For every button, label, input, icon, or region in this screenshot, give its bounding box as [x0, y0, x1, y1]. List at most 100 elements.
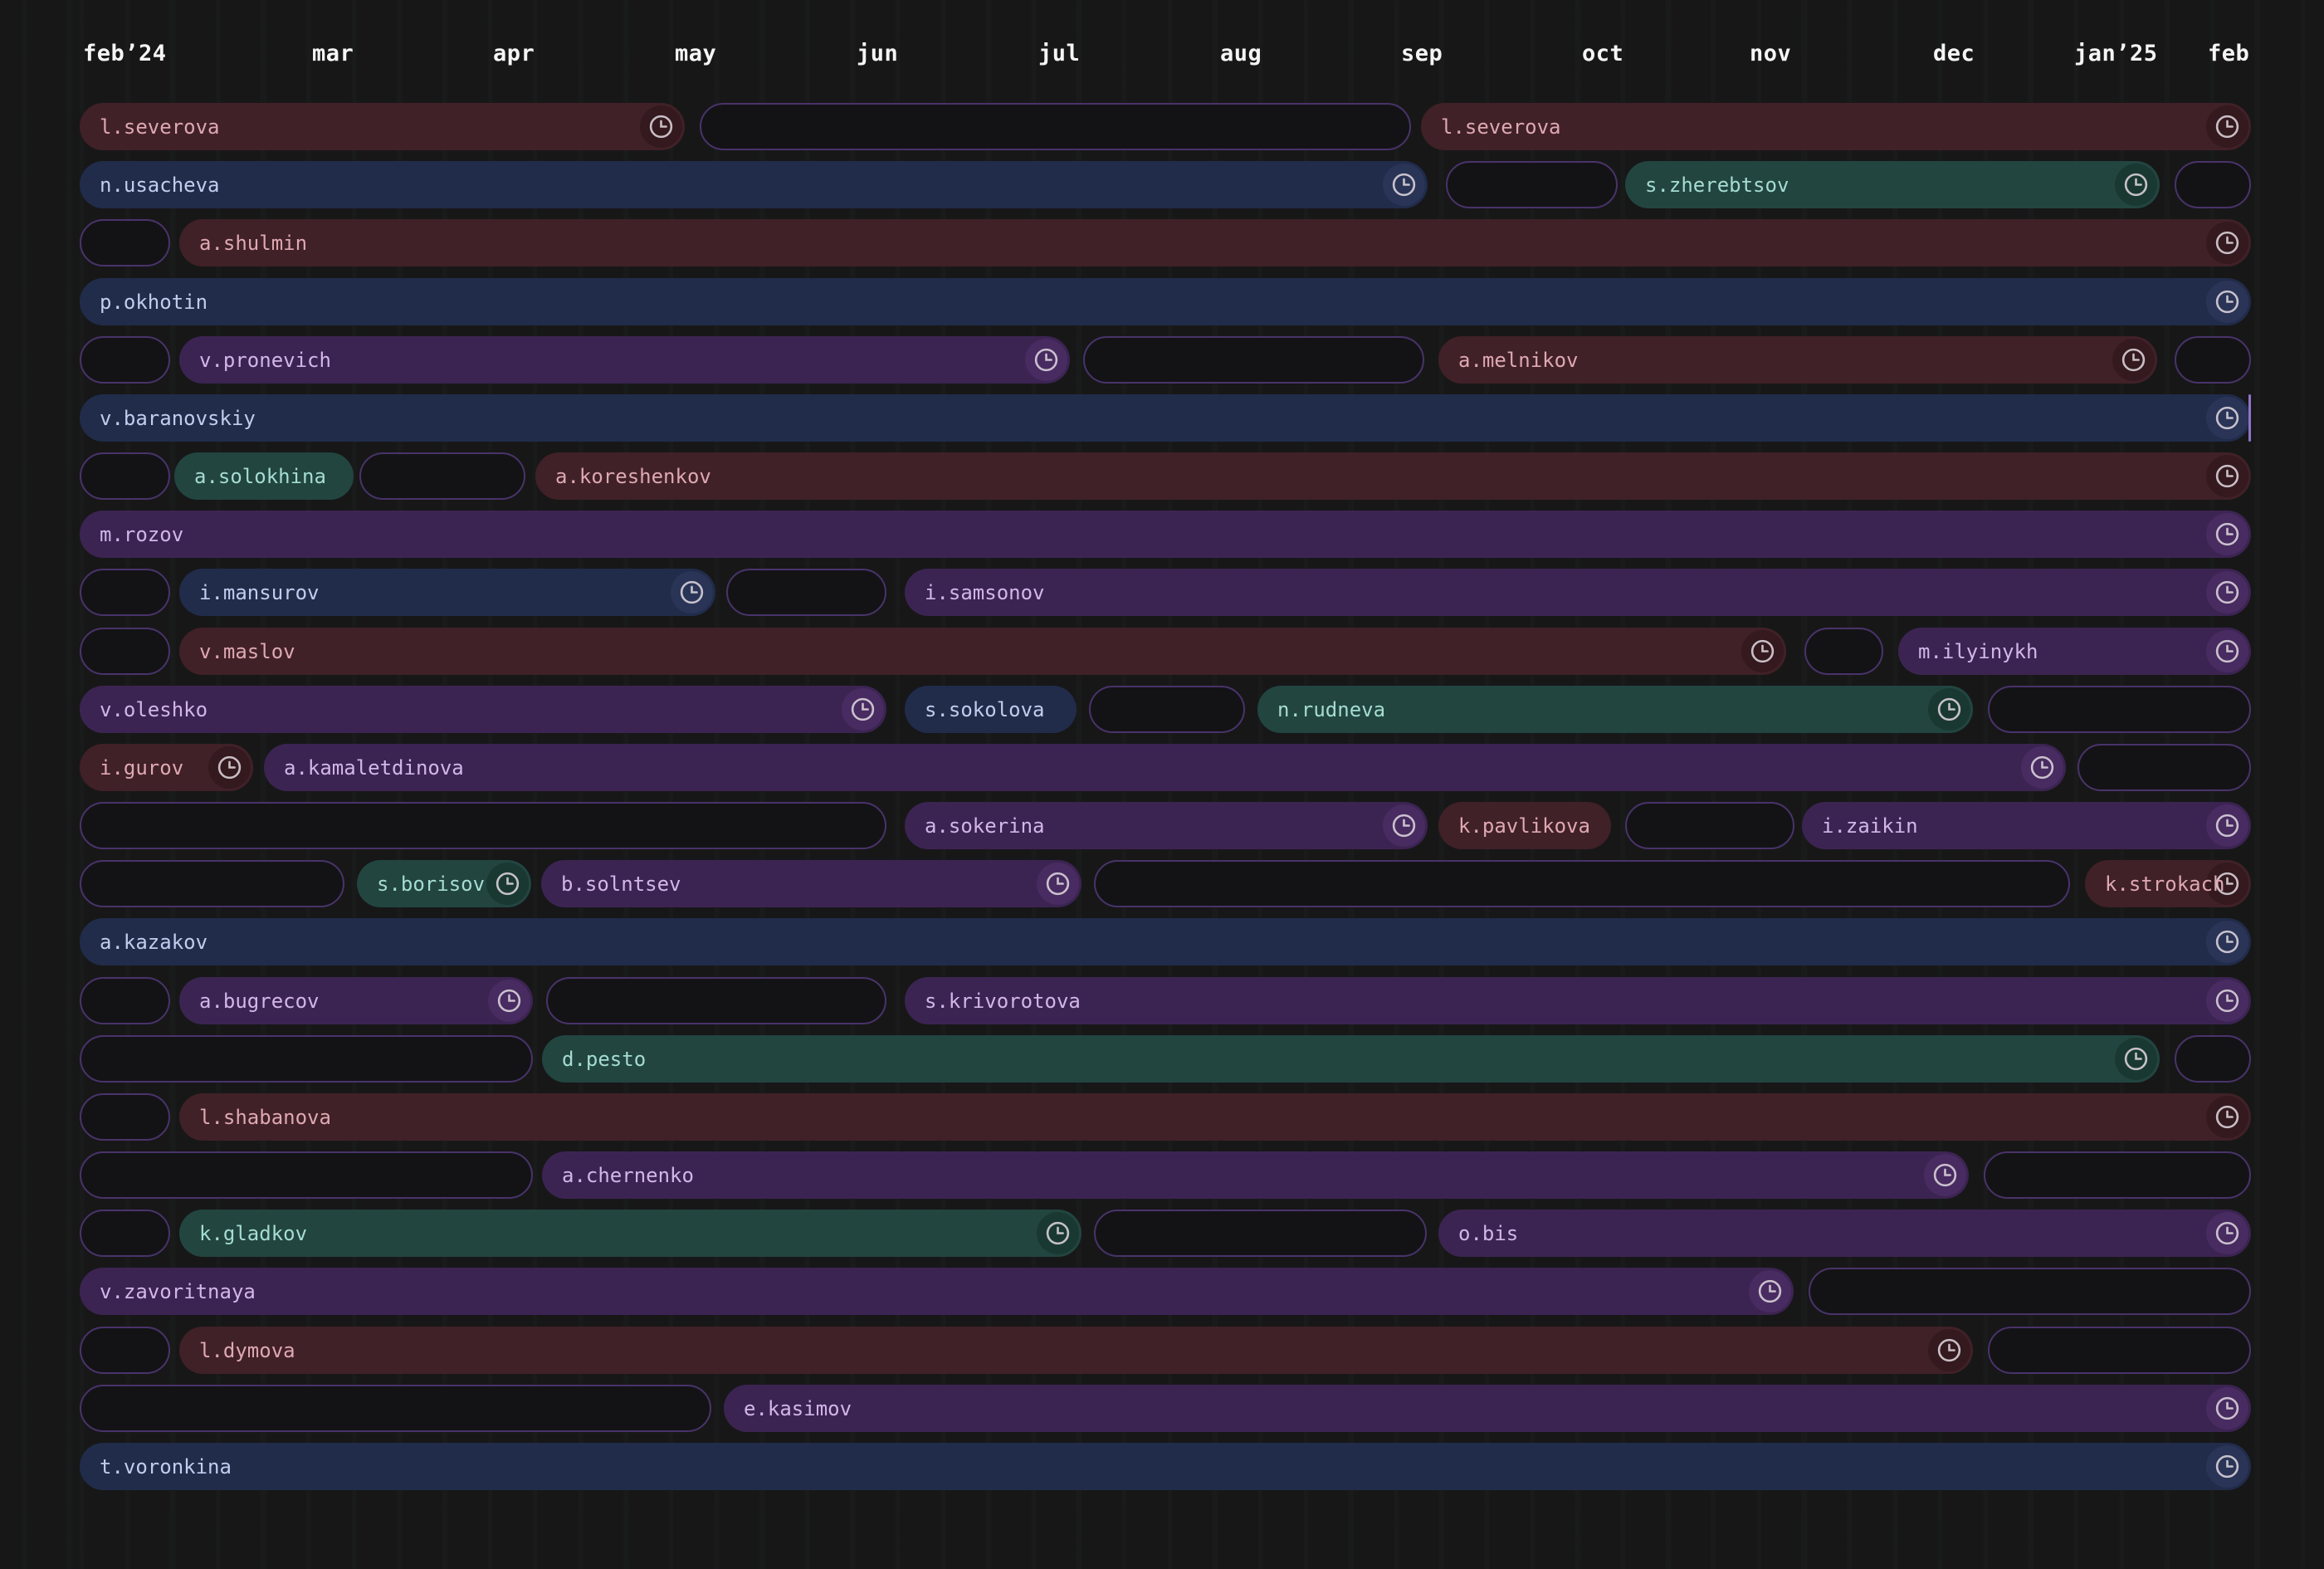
empty-slot[interactable] [80, 569, 170, 616]
clock-icon[interactable] [2115, 1038, 2157, 1080]
clock-icon[interactable] [640, 105, 682, 148]
empty-slot[interactable] [80, 1385, 711, 1432]
empty-slot[interactable] [80, 860, 344, 907]
clock-icon[interactable] [1749, 1270, 1791, 1312]
bar-k.gladkov[interactable]: k.gladkov [179, 1210, 1081, 1257]
empty-slot[interactable] [1984, 1151, 2251, 1199]
clock-icon[interactable] [2206, 863, 2248, 905]
bar-i.gurov[interactable]: i.gurov [80, 744, 253, 791]
clock-icon[interactable] [2112, 339, 2155, 381]
empty-slot[interactable] [726, 569, 886, 616]
clock-icon[interactable] [1741, 630, 1784, 672]
empty-slot[interactable] [80, 1327, 170, 1374]
empty-slot[interactable] [1446, 161, 1618, 208]
clock-icon[interactable] [2115, 164, 2157, 206]
bar-a.kazakov[interactable]: a.kazakov [80, 918, 2251, 965]
bar-a.chernenko[interactable]: a.chernenko [542, 1151, 1969, 1199]
bar-l.shabanova[interactable]: l.shabanova [179, 1093, 2251, 1141]
clock-icon[interactable] [1924, 1154, 1966, 1196]
clock-icon[interactable] [2206, 1212, 2248, 1254]
bar-i.samsonov[interactable]: i.samsonov [905, 569, 2251, 616]
empty-slot[interactable] [1988, 1327, 2251, 1374]
bar-s.zherebtsov[interactable]: s.zherebtsov [1625, 161, 2160, 208]
empty-slot[interactable] [80, 1035, 533, 1083]
clock-icon[interactable] [2206, 630, 2248, 672]
clock-icon[interactable] [208, 746, 251, 789]
bar-e.kasimov[interactable]: e.kasimov [724, 1385, 2251, 1432]
empty-slot[interactable] [1094, 860, 2070, 907]
bar-a.bugrecov[interactable]: a.bugrecov [179, 977, 533, 1024]
empty-slot[interactable] [80, 219, 170, 266]
bar-p.okhotin[interactable]: p.okhotin [80, 278, 2251, 325]
bar-v.maslov[interactable]: v.maslov [179, 628, 1786, 675]
clock-icon[interactable] [2206, 397, 2248, 439]
clock-icon[interactable] [488, 980, 530, 1022]
bar-m.ilyinykh[interactable]: m.ilyinykh [1898, 628, 2251, 675]
empty-slot[interactable] [2077, 744, 2251, 791]
bar-a.shulmin[interactable]: a.shulmin [179, 219, 2251, 266]
empty-slot[interactable] [700, 103, 1411, 150]
bar-t.voronkina[interactable]: t.voronkina [80, 1443, 2251, 1490]
clock-icon[interactable] [2206, 571, 2248, 613]
bar-b.solntsev[interactable]: b.solntsev [541, 860, 1081, 907]
bar-v.oleshko[interactable]: v.oleshko [80, 686, 886, 733]
clock-icon[interactable] [1383, 164, 1425, 206]
clock-icon[interactable] [1037, 863, 1079, 905]
clock-icon[interactable] [2206, 980, 2248, 1022]
empty-slot[interactable] [80, 1151, 533, 1199]
bar-o.bis[interactable]: o.bis [1438, 1210, 2251, 1257]
bar-d.pesto[interactable]: d.pesto [542, 1035, 2160, 1083]
clock-icon[interactable] [1037, 1212, 1079, 1254]
bar-s.krivorotova[interactable]: s.krivorotova [905, 977, 2251, 1024]
empty-slot[interactable] [2175, 161, 2251, 208]
empty-slot[interactable] [80, 1093, 170, 1141]
empty-slot[interactable] [80, 977, 170, 1024]
empty-slot[interactable] [1089, 686, 1245, 733]
bar-v.pronevich[interactable]: v.pronevich [179, 336, 1070, 384]
bar-a.kamaletdinova[interactable]: a.kamaletdinova [264, 744, 2066, 791]
empty-slot[interactable] [1809, 1268, 2251, 1315]
empty-slot[interactable] [1804, 628, 1883, 675]
bar-s.borisov[interactable]: s.borisov [357, 860, 531, 907]
bar-l.severova[interactable]: l.severova [80, 103, 685, 150]
clock-icon[interactable] [2206, 804, 2248, 847]
empty-slot[interactable] [2175, 1035, 2251, 1083]
clock-icon[interactable] [2206, 1387, 2248, 1430]
bar-k.pavlikova[interactable]: k.pavlikova [1438, 802, 1611, 849]
bar-m.rozov[interactable]: m.rozov [80, 511, 2251, 558]
empty-slot[interactable] [80, 802, 886, 849]
bar-i.mansurov[interactable]: i.mansurov [179, 569, 715, 616]
bar-k.strokach[interactable]: k.strokach [2085, 860, 2251, 907]
bar-l.dymova[interactable]: l.dymova [179, 1327, 1973, 1374]
bar-l.severova[interactable]: l.severova [1421, 103, 2251, 150]
empty-slot[interactable] [2175, 336, 2251, 384]
empty-slot[interactable] [80, 452, 170, 500]
empty-slot[interactable] [1083, 336, 1424, 384]
clock-icon[interactable] [2206, 1096, 2248, 1138]
empty-slot[interactable] [80, 628, 170, 675]
empty-slot[interactable] [80, 1210, 170, 1257]
clock-icon[interactable] [1928, 1329, 1970, 1371]
empty-slot[interactable] [80, 336, 170, 384]
empty-slot[interactable] [1988, 686, 2251, 733]
bar-n.rudneva[interactable]: n.rudneva [1257, 686, 1973, 733]
bar-n.usacheva[interactable]: n.usacheva [80, 161, 1428, 208]
bar-a.sokerina[interactable]: a.sokerina [905, 802, 1428, 849]
bar-s.sokolova[interactable]: s.sokolova [905, 686, 1077, 733]
clock-icon[interactable] [1928, 688, 1970, 731]
bar-v.baranovskiy[interactable]: v.baranovskiy [80, 394, 2251, 442]
bar-a.koreshenkov[interactable]: a.koreshenkov [535, 452, 2251, 500]
clock-icon[interactable] [2021, 746, 2063, 789]
clock-icon[interactable] [2206, 455, 2248, 497]
bar-v.zavoritnaya[interactable]: v.zavoritnaya [80, 1268, 1794, 1315]
clock-icon[interactable] [2206, 1445, 2248, 1488]
clock-icon[interactable] [2206, 921, 2248, 963]
bar-i.zaikin[interactable]: i.zaikin [1802, 802, 2251, 849]
clock-icon[interactable] [842, 688, 884, 731]
clock-icon[interactable] [2206, 513, 2248, 555]
clock-icon[interactable] [1383, 804, 1425, 847]
empty-slot[interactable] [359, 452, 525, 500]
clock-icon[interactable] [486, 863, 529, 905]
empty-slot[interactable] [1094, 1210, 1427, 1257]
clock-icon[interactable] [2206, 105, 2248, 148]
